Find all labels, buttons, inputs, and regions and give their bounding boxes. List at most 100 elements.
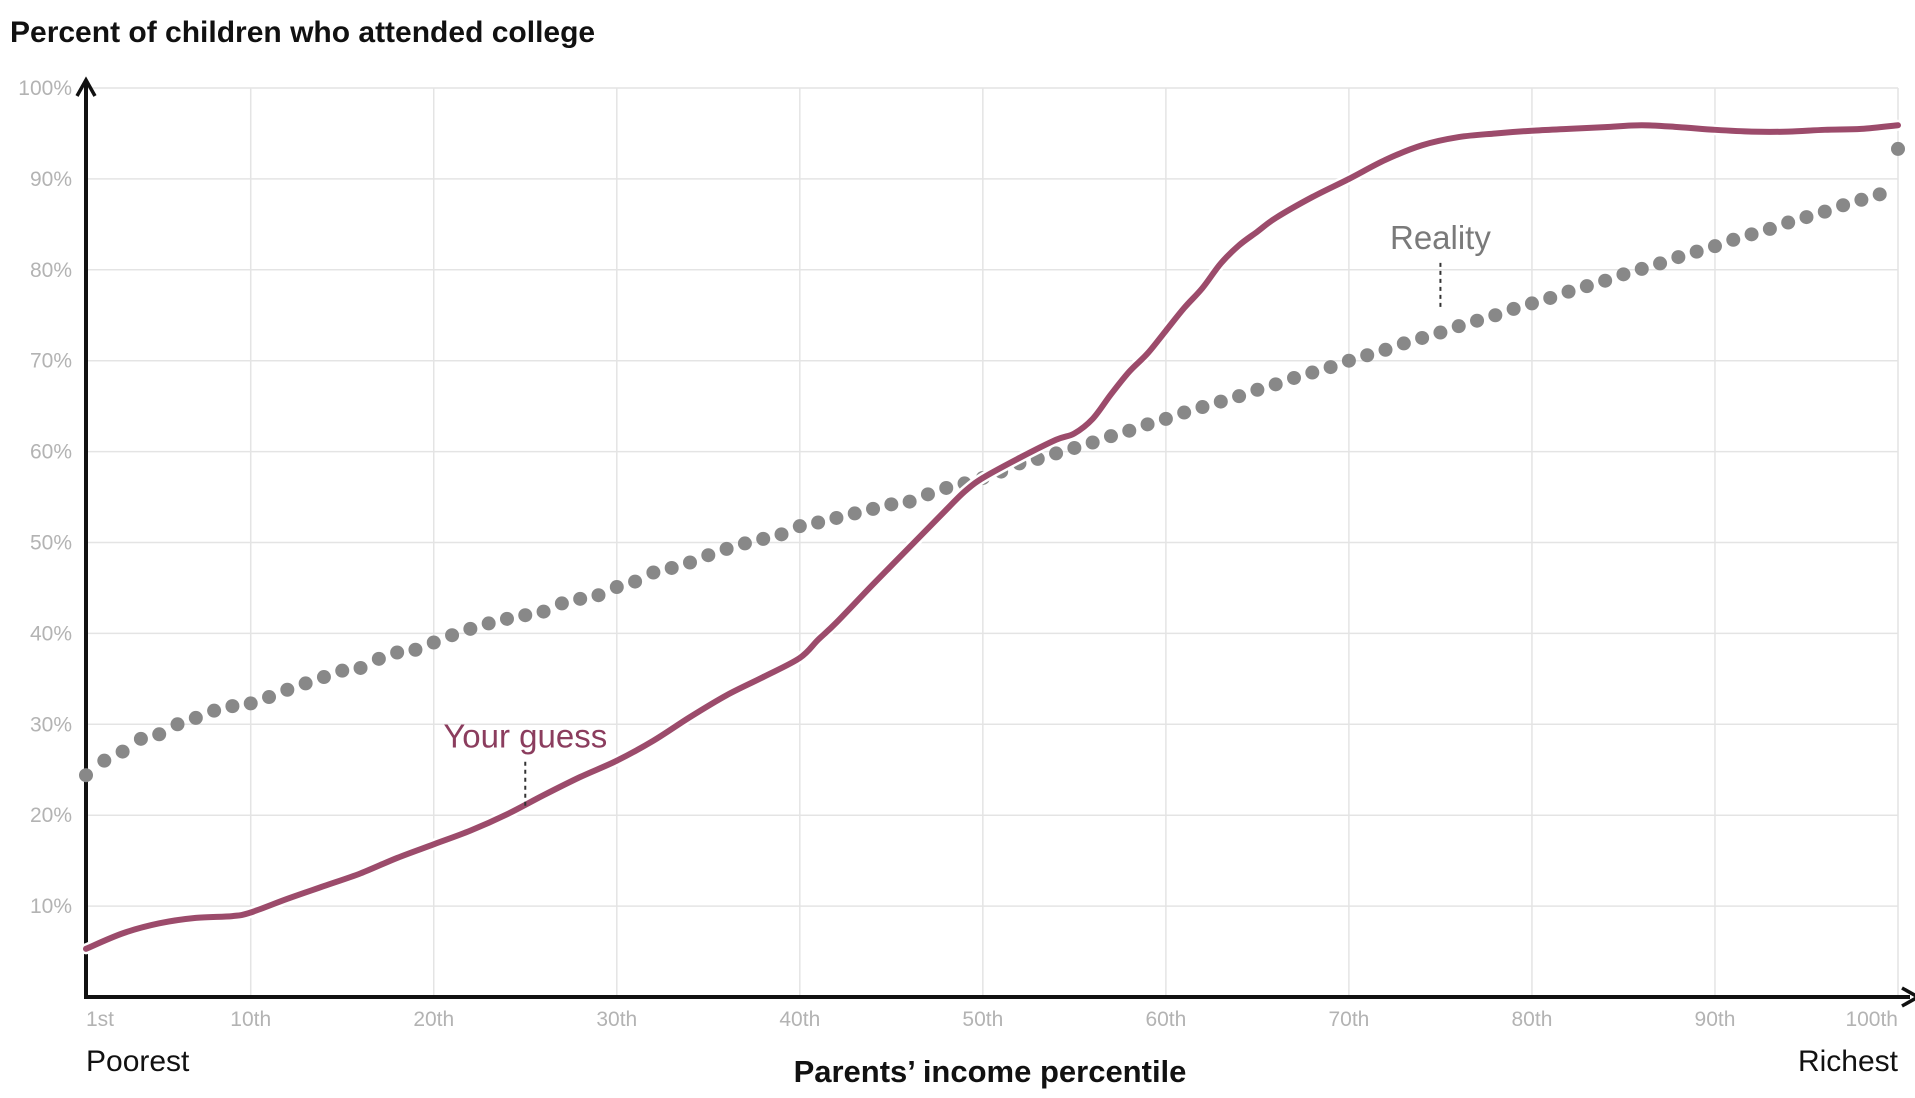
reality-point — [719, 541, 734, 556]
reality-point — [463, 621, 478, 636]
y-tick-label: 10% — [30, 895, 72, 918]
reality-point — [1140, 417, 1155, 432]
reality-point — [1470, 313, 1485, 328]
reality-point — [1872, 187, 1887, 202]
x-tick-label: 80th — [1512, 1008, 1553, 1031]
reality-point — [1634, 261, 1649, 276]
reality-point — [1561, 284, 1576, 299]
reality-point — [207, 703, 222, 718]
reality-point — [225, 699, 240, 714]
reality-point — [1287, 370, 1301, 385]
reality-point — [262, 690, 277, 705]
reality-point — [1598, 273, 1613, 288]
your-guess-line-halo — [80, 119, 1904, 955]
x-end-label: Richest — [1798, 1045, 1899, 1078]
x-axis-arrow — [1901, 986, 1915, 1008]
reality-point — [774, 527, 789, 542]
reality-point — [1195, 400, 1210, 415]
reality-point — [298, 676, 313, 691]
reality-point — [1707, 239, 1722, 254]
reality-point — [115, 744, 130, 759]
x-tick-label: 60th — [1145, 1008, 1186, 1031]
y-tick-label: 90% — [30, 168, 72, 191]
x-tick-label: 50th — [962, 1008, 1003, 1031]
reality-point — [683, 555, 697, 570]
y-tick-label: 30% — [30, 713, 72, 736]
reality-point — [866, 501, 881, 516]
reality-point — [280, 682, 295, 697]
reality-point — [1744, 227, 1759, 242]
reality-point — [1524, 296, 1539, 311]
reality-point — [1067, 440, 1082, 455]
reality-point — [1854, 192, 1869, 207]
reality-point — [1323, 360, 1338, 375]
x-tick-label: 100th — [1845, 1008, 1898, 1031]
reality-point — [902, 494, 917, 509]
y-axis-ticks: 10% 20% 30% 40% 50% 60% 70% 80% 90% 100% — [18, 77, 72, 918]
x-axis-label: Parents’ income percentile — [794, 1054, 1187, 1089]
reality-point — [1103, 429, 1118, 444]
x-tick-label: 90th — [1695, 1008, 1736, 1031]
y-tick-label: 40% — [30, 622, 72, 645]
reality-point — [792, 519, 807, 534]
y-tick-label: 70% — [30, 350, 72, 373]
x-tick-label: 10th — [230, 1008, 271, 1031]
x-tick-label: 20th — [413, 1008, 454, 1031]
reality-point — [1671, 250, 1686, 265]
your-guess-label: Your guess — [443, 718, 607, 755]
reality-point — [79, 768, 93, 783]
axes — [75, 76, 1915, 1008]
reality-point — [1158, 411, 1173, 426]
reality-point — [152, 727, 167, 742]
reality-point — [536, 604, 551, 619]
reality-point — [353, 660, 368, 675]
reality-point — [499, 611, 514, 626]
reality-point — [1451, 319, 1466, 334]
reality-point — [170, 717, 185, 732]
reality-point — [1085, 435, 1100, 450]
y-tick-label: 60% — [30, 441, 72, 464]
y-tick-label: 100% — [18, 77, 72, 100]
reality-point — [664, 560, 679, 575]
grid — [86, 87, 1899, 997]
reality-point — [335, 663, 350, 678]
reality-point — [97, 753, 112, 768]
x-tick-label: 30th — [596, 1008, 637, 1031]
y-tick-label: 80% — [30, 259, 72, 282]
x-start-label: Poorest — [86, 1045, 190, 1078]
reality-point — [1689, 244, 1704, 259]
reality-point — [1817, 204, 1832, 219]
reality-point — [1799, 210, 1814, 225]
reality-point — [1341, 353, 1356, 368]
reality-point — [591, 588, 606, 603]
series-reality — [79, 141, 1905, 783]
reality-point — [884, 497, 899, 512]
series-your-guess — [80, 119, 1904, 955]
reality-point — [1488, 308, 1503, 323]
chart-title: Percent of children who attended college — [10, 16, 595, 49]
x-tick-label: 40th — [779, 1008, 820, 1031]
y-tick-label: 20% — [30, 804, 72, 827]
y-axis-arrow — [75, 76, 97, 97]
your-guess-line — [83, 122, 1901, 952]
reality-point — [1415, 330, 1430, 345]
reality-point — [811, 515, 826, 530]
reality-point — [554, 596, 569, 611]
reality-point — [847, 506, 862, 521]
reality-point — [1433, 325, 1448, 340]
reality-point — [573, 591, 588, 606]
reality-point — [1726, 232, 1741, 247]
reality-point — [1250, 382, 1265, 397]
reality-point — [390, 645, 405, 660]
reality-point — [133, 731, 148, 746]
reality-point — [1616, 267, 1631, 282]
reality-point — [829, 510, 844, 525]
reality-point — [1049, 446, 1064, 461]
reality-point — [1305, 365, 1320, 380]
reality-point — [609, 580, 624, 595]
reality-point — [701, 548, 716, 563]
reality-point — [920, 487, 935, 502]
reality-point — [737, 536, 752, 551]
reality-point — [1378, 342, 1393, 357]
